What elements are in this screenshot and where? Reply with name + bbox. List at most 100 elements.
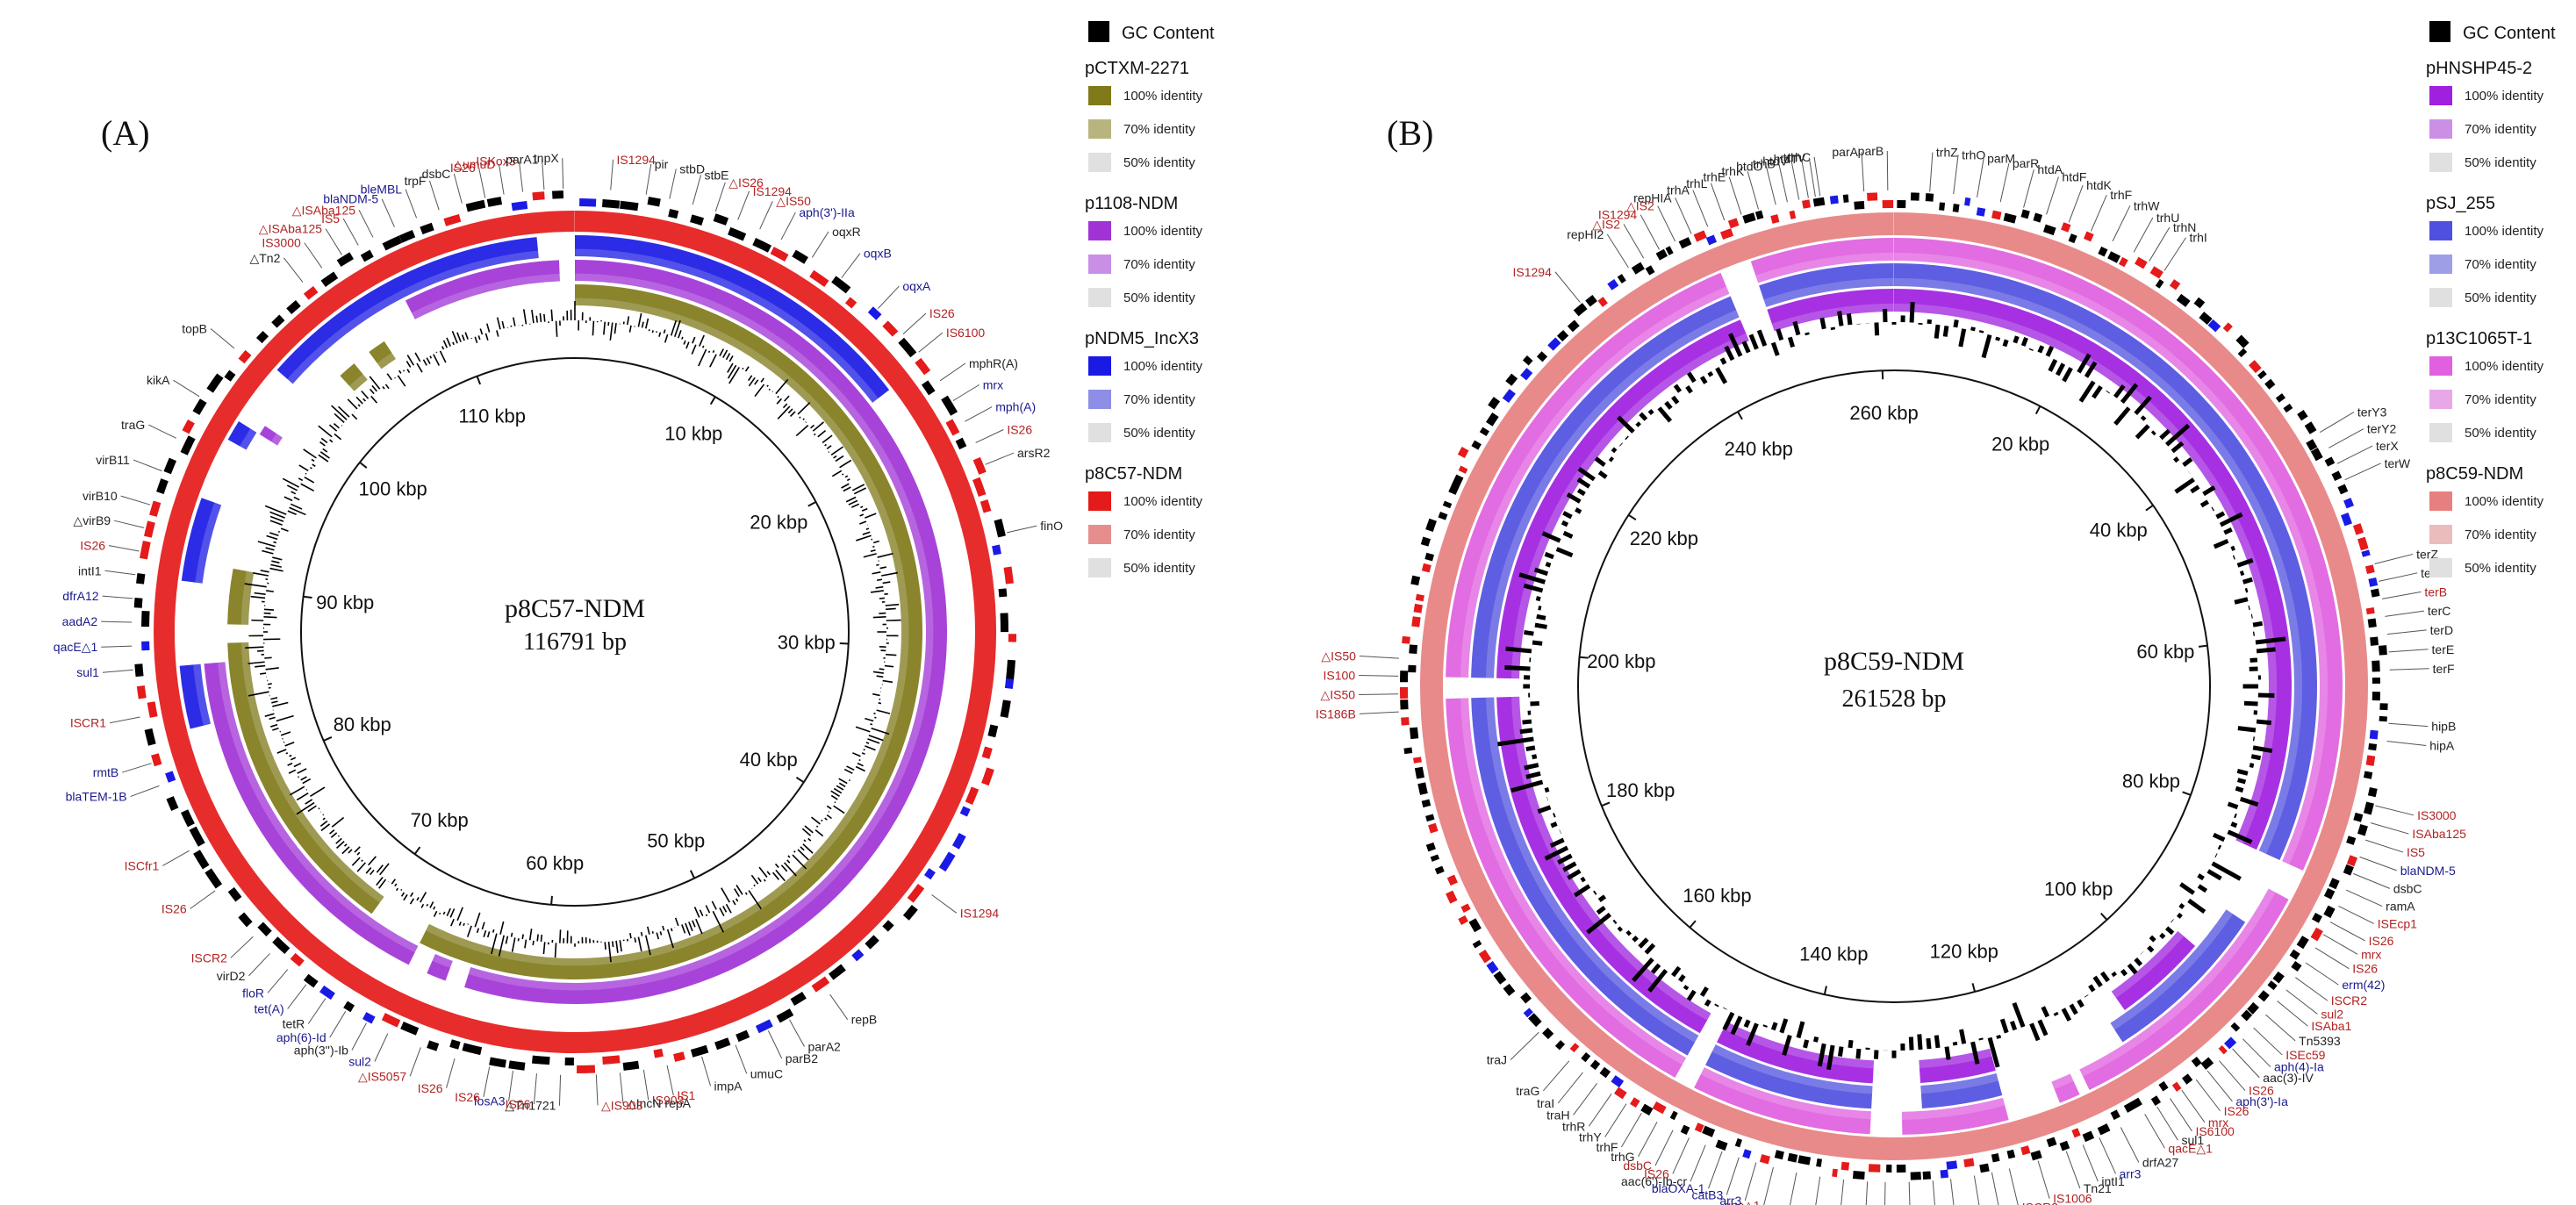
gc-content-bar — [255, 664, 266, 668]
gc-content-bar — [311, 458, 315, 463]
gene-block — [1963, 1158, 1975, 1168]
tick-mark — [795, 776, 805, 784]
gc-content-bar — [1999, 1018, 2009, 1034]
gene-block — [1631, 262, 1645, 275]
gc-content-bar — [699, 909, 704, 917]
gc-content-bar — [693, 907, 700, 918]
gene-block — [1910, 192, 1919, 201]
legend-item-label: 70% identity — [2465, 527, 2537, 542]
gc-content-bar — [855, 765, 865, 772]
gene-leader-line — [2023, 169, 2034, 208]
gc-content-bar — [797, 402, 811, 415]
gc-content-bar — [287, 762, 293, 766]
gc-content-bar — [637, 312, 642, 327]
gene-block — [2068, 233, 2077, 244]
gene-block — [1789, 210, 1797, 219]
gene-block — [1536, 351, 1548, 362]
gene-label: qacE△1 — [2168, 1141, 2213, 1155]
gene-leader-line — [2285, 989, 2318, 1015]
gc-content-bar — [811, 816, 821, 825]
gc-content-bar — [872, 571, 881, 575]
gc-content-bar — [420, 892, 427, 903]
gene-label: kikA — [147, 373, 170, 387]
gc-content-bar — [251, 619, 264, 621]
gene-label: dfrA12 — [62, 589, 98, 603]
gene-leader-line — [122, 763, 152, 773]
gene-block — [1479, 427, 1489, 436]
legend-item-label: 70% identity — [1123, 257, 1195, 272]
gene-block — [2123, 1102, 2133, 1113]
gene-block — [915, 357, 931, 376]
gc-content-bar — [1566, 492, 1582, 504]
gc-content-bar — [858, 758, 861, 762]
gc-content-bar — [822, 434, 833, 444]
gc-content-bar — [263, 616, 277, 619]
legend-swatch — [2429, 525, 2452, 544]
gene-leader-line — [2090, 194, 2107, 232]
gene-block — [2182, 1073, 2193, 1085]
gene-block — [2368, 577, 2379, 587]
gene-block — [1420, 536, 1432, 547]
tick-label: 20 kbp — [750, 512, 807, 534]
gene-label: blaNDM-5 — [2400, 864, 2456, 878]
gc-content-bar — [290, 785, 305, 796]
gc-content-bar — [439, 912, 441, 915]
gene-label: trhI — [2190, 231, 2207, 245]
gene-leader-line — [2329, 922, 2365, 942]
gene-block — [1581, 1051, 1591, 1063]
gc-content-bar — [1523, 583, 1544, 593]
tick-mark — [689, 870, 696, 879]
gene-label: htdV — [1762, 154, 1788, 168]
gc-content-bar — [685, 922, 691, 936]
gc-content-bar — [426, 357, 431, 364]
gene-leader-line — [1640, 214, 1660, 250]
gene-block — [2059, 1140, 2070, 1151]
gene-block — [620, 200, 639, 212]
gc-content-bar — [1704, 999, 1711, 1008]
gc-content-bar — [725, 903, 732, 914]
gene-block — [907, 884, 925, 903]
gene-block — [1976, 207, 1986, 217]
gene-label: intI1 — [78, 563, 102, 577]
gene-label: △umuD — [453, 157, 495, 171]
gene-block — [182, 420, 195, 434]
gene-block — [205, 868, 223, 889]
tick-mark — [1823, 986, 1827, 995]
gene-block — [811, 976, 830, 993]
gene-label: traH — [1546, 1108, 1569, 1122]
gene-leader-line — [2206, 1070, 2233, 1102]
gene-leader-line — [2352, 872, 2391, 889]
gc-content-bar — [1792, 320, 1801, 336]
gc-content-bar — [2239, 570, 2245, 577]
gene-block — [140, 540, 151, 560]
gc-content-bar — [2092, 385, 2103, 399]
gene-label: mrx — [2208, 1115, 2228, 1130]
gene-leader-line — [1977, 158, 1984, 198]
gene-block — [1774, 1150, 1784, 1160]
gc-content-bar — [836, 785, 844, 791]
gc-content-bar — [289, 506, 306, 516]
gc-content-bar — [698, 348, 707, 367]
legend-swatch — [2429, 491, 2452, 511]
gc-content-bar — [1813, 1036, 1819, 1043]
gc-content-bar — [266, 590, 274, 592]
gc-content-bar — [2227, 829, 2253, 844]
gene-block — [1734, 1138, 1743, 1148]
gene-block — [690, 1044, 709, 1058]
gene-label: terE — [2432, 642, 2455, 656]
gene-block — [1486, 960, 1499, 974]
gc-content-bar — [1683, 985, 1690, 991]
gc-content-bar — [1555, 547, 1574, 558]
gene-leader-line — [1950, 1179, 1955, 1205]
tick-mark — [359, 462, 368, 469]
gc-content-bar — [433, 906, 436, 910]
gc-content-bar — [662, 925, 665, 931]
gc-content-bar — [1748, 334, 1759, 350]
gc-content-bar — [839, 459, 852, 469]
gene-label: △IS50 — [776, 194, 811, 208]
gene-block — [303, 973, 319, 988]
gc-content-bar — [272, 727, 279, 731]
tick-label: 80 kbp — [334, 714, 391, 735]
gene-block — [1797, 1155, 1812, 1166]
gc-content-bar — [2187, 898, 2206, 915]
